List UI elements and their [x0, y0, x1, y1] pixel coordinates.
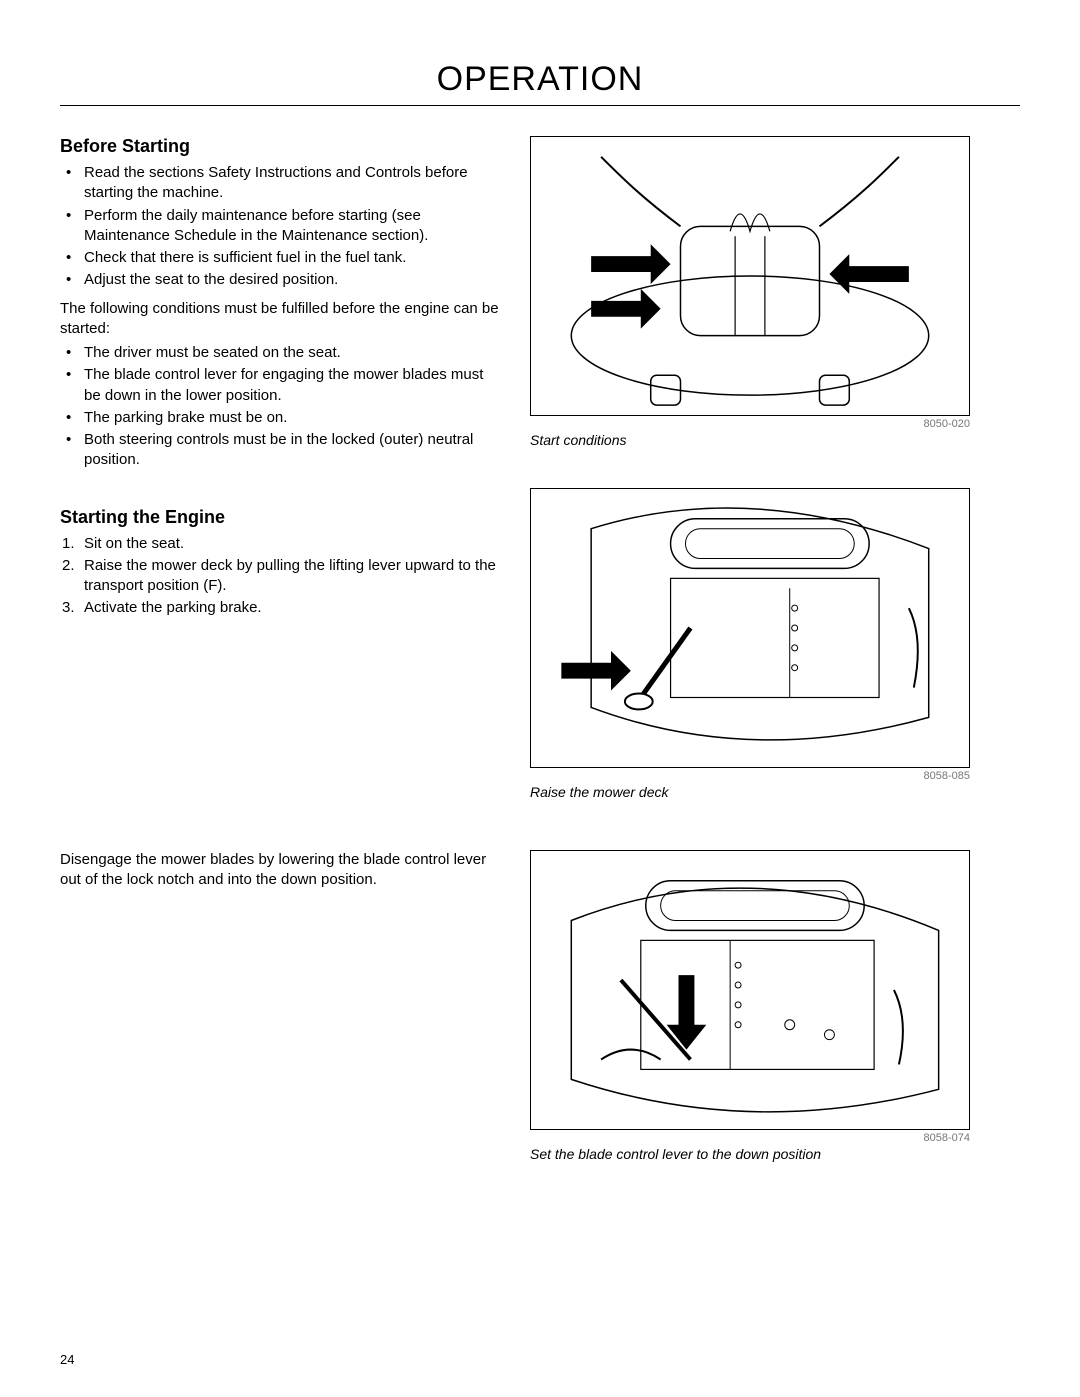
mower-lever-raise-icon — [531, 489, 969, 767]
figure-id: 8058-085 — [530, 770, 970, 782]
bullet-item: Both steering controls must be in the lo… — [60, 430, 500, 471]
bullet-item: Adjust the seat to the desired position. — [60, 270, 500, 290]
list-item: 1.Sit on the seat. — [60, 534, 500, 554]
bullet-item: Perform the daily maintenance before sta… — [60, 206, 500, 247]
figure-caption: Raise the mower deck — [530, 784, 970, 800]
bullets-before-b: The driver must be seated on the seat. T… — [60, 343, 500, 471]
figure-blade-lever-down — [530, 850, 970, 1130]
figure-caption: Set the blade control lever to the down … — [530, 1146, 970, 1162]
figure-raise-deck — [530, 488, 970, 768]
bullet-item: Read the sections Safety Instructions an… — [60, 163, 500, 204]
page: OPERATION Before Starting Read the secti… — [0, 0, 1080, 1397]
page-title: OPERATION — [60, 60, 1020, 99]
right-column-1: 8050-020 Start conditions — [530, 136, 970, 800]
steps-starting-engine: 1.Sit on the seat. 2.Raise the mower dec… — [60, 534, 500, 619]
para-conditions: The following conditions must be fulfill… — [60, 299, 500, 340]
right-column-2: 8058-074 Set the blade control lever to … — [530, 850, 970, 1162]
figure-start-conditions — [530, 136, 970, 416]
heading-before-starting: Before Starting — [60, 136, 500, 157]
figure-id: 8050-020 — [530, 418, 970, 430]
title-rule — [60, 105, 1020, 106]
bullet-item: Check that there is sufficient fuel in t… — [60, 248, 500, 268]
para-disengage: Disengage the mower blades by lowering t… — [60, 850, 500, 891]
step-text: Sit on the seat. — [84, 535, 184, 552]
row-1: Before Starting Read the sections Safety… — [60, 136, 1020, 800]
list-item: 2.Raise the mower deck by pulling the li… — [60, 556, 500, 597]
heading-starting-engine: Starting the Engine — [60, 507, 500, 528]
bullet-item: The blade control lever for engaging the… — [60, 365, 500, 406]
list-item: 3.Activate the parking brake. — [60, 598, 500, 618]
left-column-1: Before Starting Read the sections Safety… — [60, 136, 500, 800]
step-text: Activate the parking brake. — [84, 599, 262, 616]
figure-caption: Start conditions — [530, 432, 970, 448]
bullets-before-a: Read the sections Safety Instructions an… — [60, 163, 500, 291]
figure-id: 8058-074 — [530, 1132, 970, 1144]
bullet-item: The parking brake must be on. — [60, 408, 500, 428]
mower-top-view-icon — [531, 137, 969, 415]
row-2: Disengage the mower blades by lowering t… — [60, 850, 1020, 1162]
bullet-item: The driver must be seated on the seat. — [60, 343, 500, 363]
mower-lever-down-icon — [531, 851, 969, 1129]
left-column-2: Disengage the mower blades by lowering t… — [60, 850, 500, 1162]
step-text: Raise the mower deck by pulling the lift… — [84, 557, 496, 594]
page-number: 24 — [60, 1352, 74, 1367]
